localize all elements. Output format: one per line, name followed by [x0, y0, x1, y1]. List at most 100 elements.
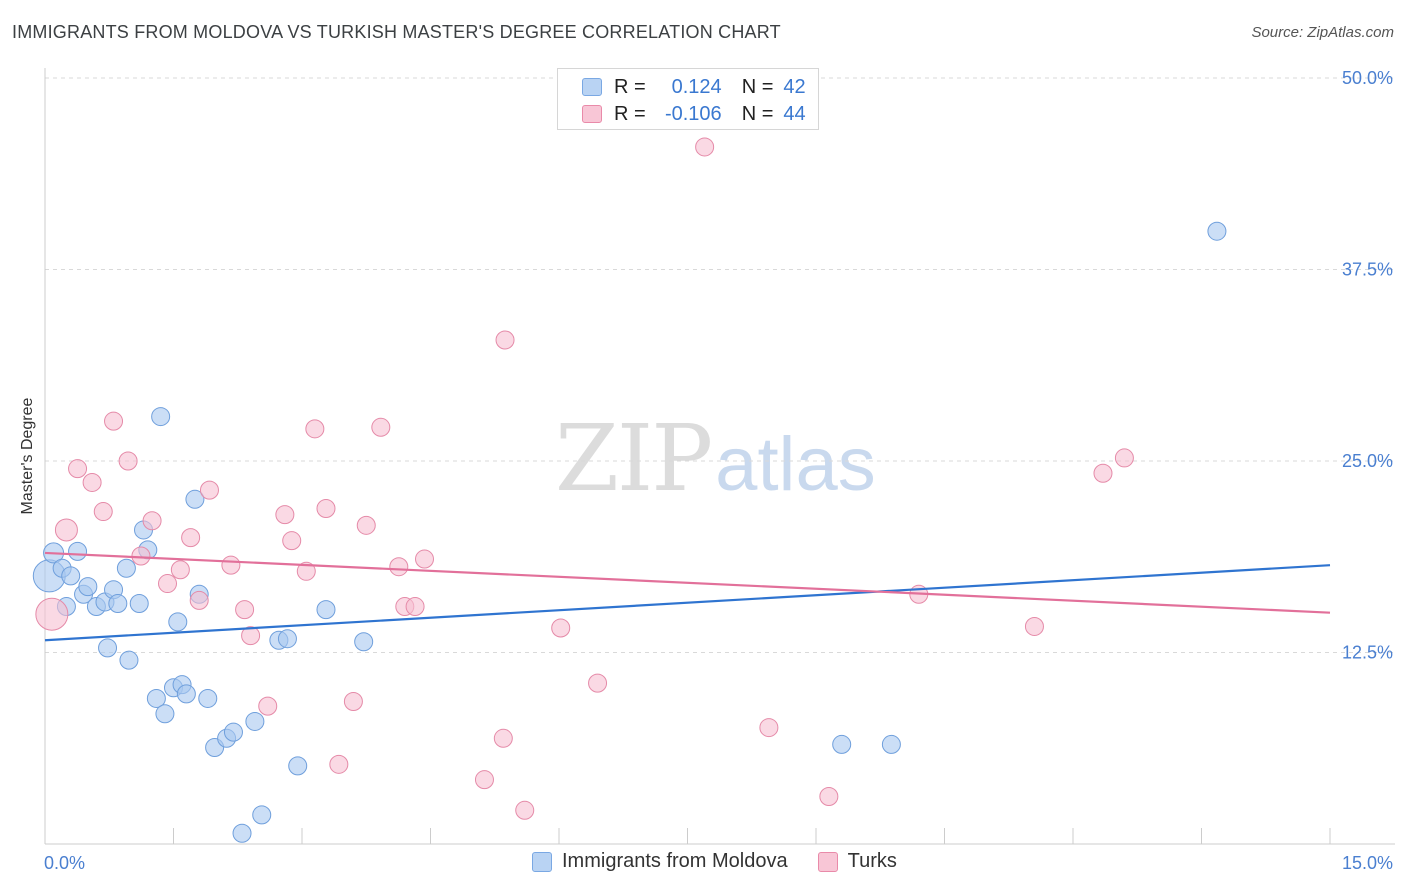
series-swatch-moldova — [532, 851, 552, 872]
data-point-turks — [68, 459, 88, 479]
legend-r-value: 0.124 — [671, 75, 722, 98]
data-point-moldova — [277, 629, 297, 649]
series-legend-item-moldova[interactable]: Immigrants from Moldova — [532, 850, 788, 873]
legend-swatch-moldova — [582, 78, 602, 96]
data-point-turks — [296, 561, 316, 581]
data-point-moldova — [1207, 221, 1227, 241]
data-point-moldova — [61, 566, 81, 586]
data-point-turks — [343, 692, 363, 712]
correlation-legend: R = 0.124 N = 42 R = -0.106 N = 44 — [557, 68, 819, 130]
legend-row-turks: R = -0.106 N = 44 — [582, 101, 806, 127]
watermark: ZIPatlas — [555, 405, 876, 512]
data-point-turks — [181, 528, 201, 548]
data-point-turks — [282, 531, 302, 551]
data-point-moldova — [68, 541, 88, 561]
data-point-turks — [241, 626, 261, 646]
data-point-turks — [118, 451, 138, 471]
data-point-turks — [551, 618, 571, 638]
data-point-moldova — [146, 688, 166, 708]
data-point-turks — [588, 673, 608, 693]
data-point-moldova — [108, 593, 128, 613]
data-point-turks — [759, 718, 779, 738]
data-point-turks — [819, 787, 839, 807]
data-point-turks — [275, 505, 295, 525]
data-point-turks — [82, 472, 102, 492]
x-tick-label: 15.0% — [1342, 853, 1393, 873]
legend-r-label: R = — [614, 102, 646, 125]
trend-line-turks — [44, 551, 1331, 614]
data-point-turks — [158, 574, 178, 594]
data-point-moldova — [129, 593, 149, 613]
data-point-moldova — [832, 734, 852, 754]
data-point-turks — [93, 502, 113, 522]
data-point-turks — [305, 419, 325, 439]
data-point-turks — [415, 549, 435, 569]
data-point-turks — [495, 330, 515, 350]
data-point-moldova — [288, 756, 308, 776]
legend-row-moldova: R = 0.124 N = 42 — [582, 74, 806, 100]
data-point-moldova — [316, 600, 336, 620]
data-point-moldova — [198, 688, 218, 708]
legend-n-label: N = — [741, 75, 774, 98]
data-point-turks — [474, 770, 494, 790]
series-legend: Immigrants from Moldova Turks — [532, 850, 927, 873]
chart-title: IMMIGRANTS FROM MOLDOVA VS TURKISH MASTE… — [12, 22, 781, 42]
data-point-turks — [389, 557, 409, 577]
data-point-moldova — [176, 684, 196, 704]
legend-n-value: 44 — [783, 102, 806, 125]
data-point-turks — [1093, 463, 1113, 483]
data-point-turks — [104, 411, 124, 431]
data-point-moldova — [245, 711, 265, 731]
y-tick-label: 12.5% — [1342, 643, 1393, 663]
data-point-moldova — [232, 823, 252, 843]
series-label-turks: Turks — [847, 850, 897, 872]
series-legend-item-turks[interactable]: Turks — [817, 850, 897, 873]
y-tick-label: 37.5% — [1342, 260, 1393, 280]
data-point-moldova — [98, 638, 118, 658]
series-swatch-turks — [817, 851, 838, 872]
data-point-turks — [258, 696, 278, 716]
data-point-turks — [316, 498, 336, 518]
data-point-turks — [131, 546, 151, 566]
data-point-turks — [1024, 616, 1044, 636]
y-tick-label: 50.0% — [1342, 68, 1393, 88]
data-point-turks — [356, 515, 376, 535]
watermark-atlas: atlas — [715, 422, 876, 507]
data-point-turks — [405, 597, 425, 617]
legend-n-value: 42 — [783, 75, 806, 98]
data-point-turks — [221, 555, 241, 575]
legend-r-value: -0.106 — [664, 102, 722, 125]
data-point-turks — [189, 590, 209, 610]
data-point-turks — [329, 754, 349, 774]
data-point-moldova — [881, 734, 901, 754]
data-point-turks — [493, 728, 513, 748]
data-point-moldova — [185, 489, 205, 509]
data-point-turks — [1114, 448, 1134, 468]
data-point-turks — [54, 518, 78, 542]
data-point-turks — [235, 600, 255, 620]
data-point-turks — [371, 417, 391, 437]
legend-n-label: N = — [741, 102, 774, 125]
data-point-moldova — [168, 612, 188, 632]
data-point-turks — [35, 597, 69, 631]
watermark-zip: ZIP — [555, 405, 713, 512]
data-point-turks — [170, 560, 190, 580]
data-point-turks — [515, 800, 535, 820]
y-tick-label: 25.0% — [1342, 451, 1393, 471]
data-point-moldova — [116, 558, 136, 578]
data-point-turks — [199, 480, 219, 500]
data-point-moldova — [354, 632, 374, 652]
data-point-turks — [142, 511, 162, 531]
data-point-turks — [695, 137, 715, 157]
data-point-moldova — [78, 577, 98, 597]
data-point-moldova — [223, 722, 243, 742]
source-credit: Source: ZipAtlas.com — [1251, 24, 1394, 41]
legend-swatch-turks — [582, 105, 602, 123]
data-point-moldova — [119, 650, 139, 670]
trend-line-moldova — [44, 564, 1331, 642]
data-point-moldova — [151, 407, 171, 427]
series-label-moldova: Immigrants from Moldova — [562, 850, 788, 872]
legend-r-label: R = — [614, 75, 646, 98]
data-point-moldova — [252, 805, 272, 825]
